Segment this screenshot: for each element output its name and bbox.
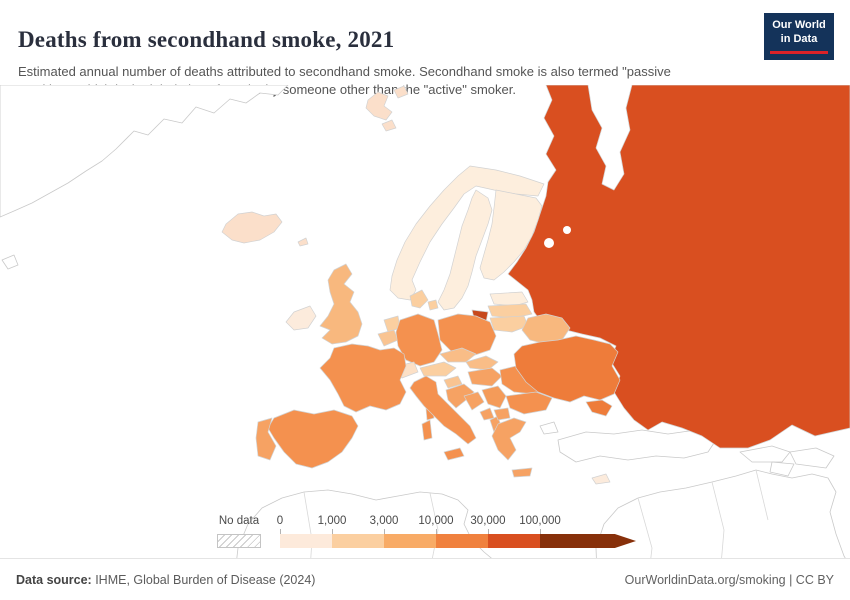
country-portugal[interactable] <box>255 417 277 461</box>
country-border-line <box>429 492 439 558</box>
country-denmark[interactable] <box>409 289 429 309</box>
owid-logo[interactable]: Our World in Data <box>764 13 834 60</box>
country-bosnia[interactable] <box>463 391 485 411</box>
country-lithuania[interactable] <box>489 315 529 333</box>
country-faroe[interactable] <box>297 237 309 247</box>
country-latvia[interactable] <box>487 303 533 319</box>
legend-tick-mark <box>488 529 489 534</box>
country-svalbard[interactable] <box>393 85 409 99</box>
landmass-greenland <box>0 85 289 218</box>
country-slovakia[interactable] <box>465 355 499 371</box>
country-svalbard[interactable] <box>365 91 393 121</box>
country-france[interactable] <box>319 343 407 413</box>
lake-onega <box>563 226 571 234</box>
country-turkey[interactable] <box>557 429 717 463</box>
chart-footer: Data source: IHME, Global Burden of Dise… <box>0 558 850 600</box>
owid-logo-line2: in Data <box>780 32 818 45</box>
country-italy-sardinia[interactable] <box>421 419 433 441</box>
map-legend: No data 0 1,000 3,000 10,000 30,000 100,… <box>0 512 850 552</box>
country-poland[interactable] <box>437 313 497 357</box>
country-norway[interactable] <box>389 165 545 301</box>
legend-tick-label: 10,000 <box>418 515 454 527</box>
country-ukraine-crimea[interactable] <box>585 399 613 417</box>
country-slovenia[interactable] <box>443 375 463 389</box>
country-czechia[interactable] <box>439 347 477 363</box>
country-armenia[interactable] <box>769 461 795 477</box>
data-source-label: Data source: <box>16 572 92 587</box>
country-azerbaijan[interactable] <box>789 447 835 469</box>
country-germany[interactable] <box>395 313 443 367</box>
legend-tick-label: 100,000 <box>519 515 561 527</box>
country-belgium[interactable] <box>377 329 399 347</box>
country-austria[interactable] <box>419 361 457 377</box>
owid-logo-accent-bar <box>770 50 828 54</box>
country-spain[interactable] <box>267 409 359 469</box>
country-border-line <box>711 481 725 558</box>
landmass-middle-east <box>595 469 846 558</box>
country-finland[interactable] <box>479 189 543 281</box>
country-macedonia[interactable] <box>493 407 511 421</box>
legend-color-bar <box>280 534 636 548</box>
europe-choropleth-map <box>0 85 850 558</box>
page-title: Deaths from secondhand smoke, 2021 <box>18 27 395 53</box>
legend-no-data-swatch[interactable] <box>217 534 261 548</box>
legend-no-data-label: No data <box>218 515 260 527</box>
legend-tick-mark <box>540 529 541 534</box>
legend-segment-over-100000[interactable] <box>540 534 636 548</box>
landmass-small-island <box>1 254 19 270</box>
country-denmark[interactable] <box>427 299 439 311</box>
country-greece[interactable] <box>491 417 527 461</box>
legend-segment-30000-100000[interactable] <box>488 534 540 548</box>
country-georgia[interactable] <box>739 445 791 463</box>
lake-ladoga <box>544 238 554 248</box>
country-ireland[interactable] <box>285 305 317 331</box>
legend-tick-label: 0 <box>276 515 284 527</box>
legend-tick-label: 1,000 <box>317 515 347 527</box>
country-sweden[interactable] <box>437 189 493 311</box>
legend-tick-label: 3,000 <box>369 515 399 527</box>
legend-segment-3000-10000[interactable] <box>384 534 436 548</box>
country-turkey-thrace[interactable] <box>539 421 559 435</box>
country-bulgaria[interactable] <box>505 391 553 415</box>
country-cyprus[interactable] <box>591 473 611 485</box>
country-border-line <box>637 497 653 558</box>
legend-tick-mark <box>436 529 437 534</box>
legend-tick-mark <box>384 529 385 534</box>
country-svalbard[interactable] <box>381 119 397 132</box>
legend-tick-label: 30,000 <box>470 515 506 527</box>
country-italy-sicily[interactable] <box>443 447 465 461</box>
country-uk[interactable] <box>319 263 363 345</box>
data-source-text: IHME, Global Burden of Disease (2024) <box>91 572 316 587</box>
country-border-line <box>755 469 769 521</box>
owid-logo-line1: Our World <box>772 19 826 31</box>
country-italy[interactable] <box>409 375 477 445</box>
country-greece-crete[interactable] <box>511 467 533 478</box>
country-ukraine[interactable] <box>513 335 621 403</box>
country-hungary[interactable] <box>467 367 503 387</box>
legend-tick-mark <box>280 529 281 534</box>
footer-link[interactable]: OurWorldinData.org/smoking | CC BY <box>624 572 834 587</box>
country-iceland[interactable] <box>221 211 283 244</box>
legend-segment-10000-30000[interactable] <box>436 534 488 548</box>
legend-tick-mark <box>332 529 333 534</box>
legend-segment-0-1000[interactable] <box>280 534 332 548</box>
country-montenegro[interactable] <box>479 407 495 421</box>
data-source-note: Data source: IHME, Global Burden of Dise… <box>16 573 315 587</box>
country-serbia[interactable] <box>481 385 507 409</box>
legend-segment-1000-3000[interactable] <box>332 534 384 548</box>
